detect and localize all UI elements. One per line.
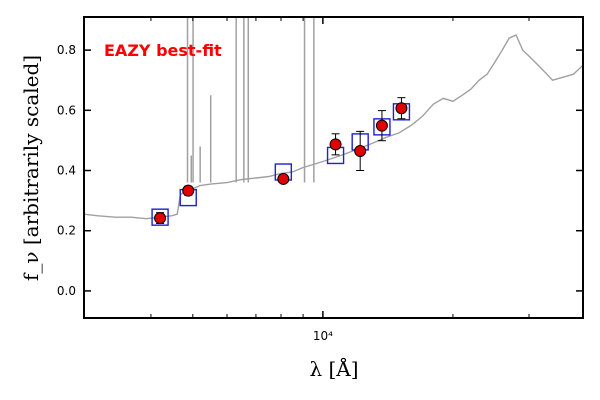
observed-flux-point [277, 172, 290, 185]
annotation-label: EAZY best-fit [104, 41, 222, 60]
y-axis-label: f_ν [arbitrarily scaled] [19, 55, 43, 281]
model-flux-square [151, 208, 169, 226]
y-tick-label: 0.8 [57, 43, 76, 57]
photometry-layer [151, 97, 411, 226]
observed-flux-point [154, 212, 167, 225]
y-tick-label: 0.2 [57, 224, 76, 238]
observed-flux-point [395, 102, 408, 115]
y-tick-label: 0.4 [57, 164, 76, 178]
observed-flux-point [182, 184, 195, 197]
y-tick-label: 0.6 [57, 103, 76, 117]
x-axis-label: λ [Å] [309, 356, 358, 381]
observed-flux-point [329, 138, 342, 151]
y-tick-label: 0.0 [57, 284, 76, 298]
x-tick-label: 10⁴ [313, 329, 333, 343]
template-line [84, 34, 583, 220]
plot-frame [83, 16, 584, 319]
observed-flux-point [375, 119, 388, 132]
observed-flux-point [354, 144, 367, 157]
